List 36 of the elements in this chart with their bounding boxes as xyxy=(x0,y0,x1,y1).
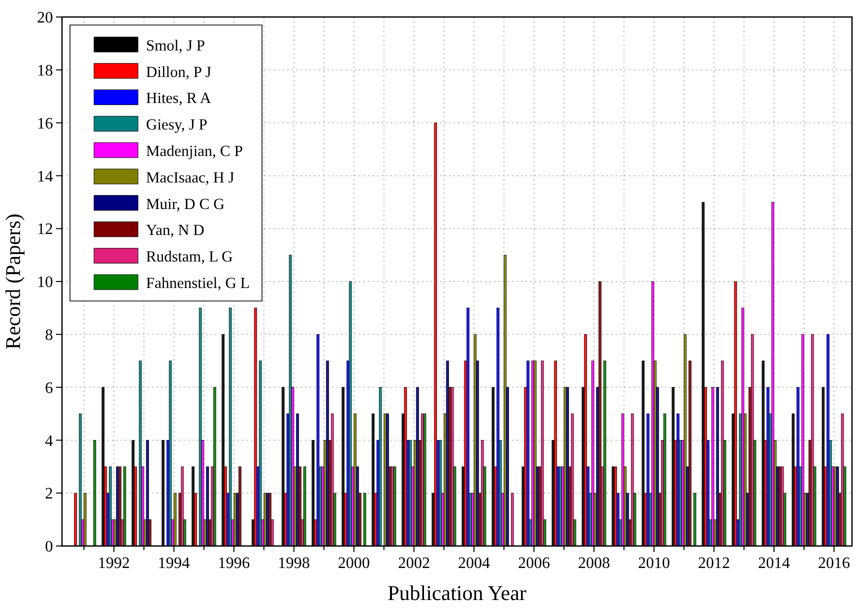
x-tick-label: 1992 xyxy=(98,555,130,572)
legend-label: Hites, R A xyxy=(146,90,212,108)
y-tick-label: 16 xyxy=(37,115,53,132)
legend-label: Dillon, P J xyxy=(146,64,212,81)
x-tick-label: 1996 xyxy=(218,555,250,572)
legend-label: Rudstam, L G xyxy=(146,248,233,266)
x-tick-label: 2000 xyxy=(338,555,370,572)
y-axis-title: Record (Papers) xyxy=(1,214,25,350)
y-tick-label: 18 xyxy=(37,62,53,80)
y-tick-label: 8 xyxy=(45,327,53,344)
x-tick-label: 2016 xyxy=(818,555,850,572)
x-tick-label: 2002 xyxy=(398,555,430,572)
legend-label: MacIsaac, H J xyxy=(146,169,234,186)
x-tick-label: 2004 xyxy=(458,555,490,572)
x-axis-title: Publication Year xyxy=(388,581,526,605)
legend-label: Yan, N D xyxy=(146,222,204,240)
x-tick-label: 2012 xyxy=(698,555,730,572)
y-tick-label: 12 xyxy=(37,221,53,238)
legend-label: Muir, D C G xyxy=(146,196,225,213)
legend-label: Fahnenstiel, G L xyxy=(146,275,250,292)
x-tick-label: 1998 xyxy=(278,555,310,572)
legend-label: Giesy, J P xyxy=(146,116,208,134)
y-tick-label: 0 xyxy=(45,538,53,556)
x-tick-label: 2010 xyxy=(638,555,670,572)
x-tick-label: 2008 xyxy=(578,555,610,572)
y-tick-label: 6 xyxy=(45,380,53,397)
legend-label: Smol, J P xyxy=(146,37,206,54)
x-tick-label: 2006 xyxy=(518,555,550,572)
y-tick-label: 4 xyxy=(45,432,53,450)
y-tick-label: 10 xyxy=(37,274,53,292)
legend-label: Madenjian, C P xyxy=(146,143,243,160)
x-tick-label: 2014 xyxy=(758,555,790,572)
x-tick-label: 1994 xyxy=(158,555,190,572)
y-tick-label: 20 xyxy=(37,10,53,27)
y-tick-label: 2 xyxy=(45,486,53,503)
y-tick-label: 14 xyxy=(37,168,53,186)
